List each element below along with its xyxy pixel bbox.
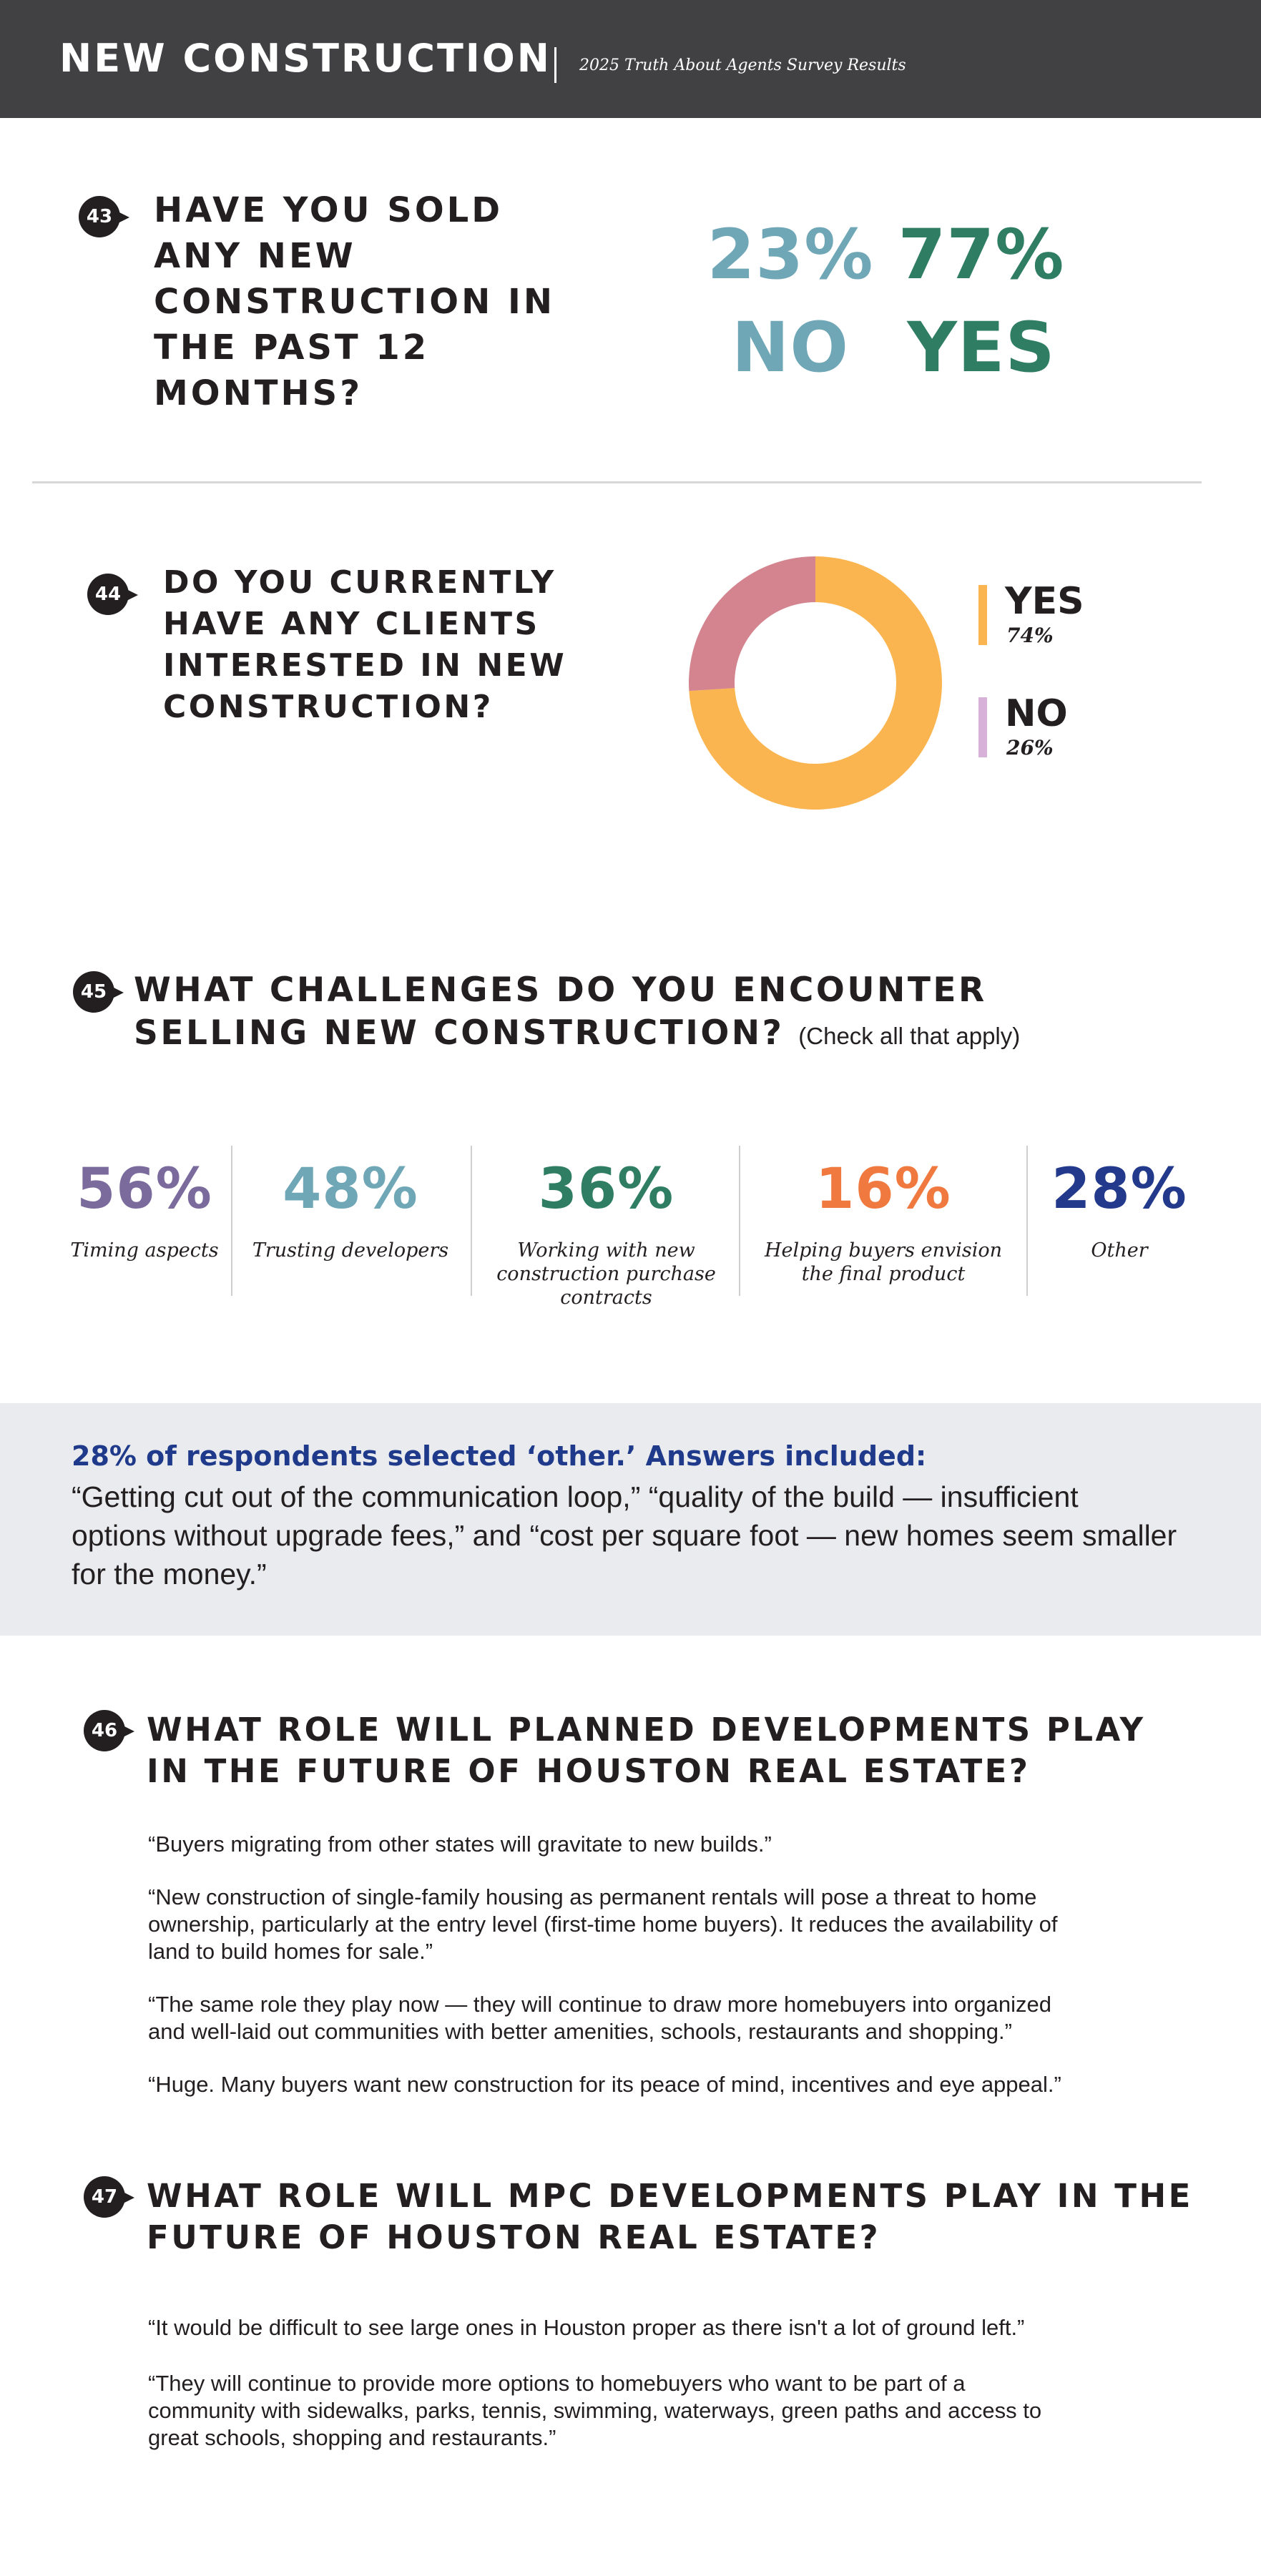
page-subtitle: 2025 Truth About Agents Survey Results bbox=[579, 56, 906, 74]
stat-percentage: 36% bbox=[538, 1157, 674, 1221]
stat-timing-aspects: 56% Timing aspects bbox=[59, 1146, 230, 1294]
stat-percentage: 16% bbox=[815, 1157, 951, 1221]
no-label: NO bbox=[732, 308, 849, 388]
question-45-title: WHAT CHALLENGES DO YOU ENCOUNTER SELLING… bbox=[134, 969, 1020, 1058]
quote: “It would be difficult to see large ones… bbox=[148, 2314, 1185, 2341]
stat-label: Helping buyers envision the final produc… bbox=[744, 1239, 1023, 1286]
quote-line: “Buyers migrating from other states will… bbox=[148, 1832, 772, 1857]
question-46-title: WHAT ROLE WILL PLANNED DEVELOPMENTS PLAY… bbox=[147, 1709, 1146, 1792]
legend-swatch-no bbox=[978, 697, 987, 757]
quote-line: “The same role they play now — they will… bbox=[148, 1992, 1052, 2017]
stat-percentage: 28% bbox=[1051, 1157, 1187, 1221]
question-line: FUTURE OF HOUSTON REAL ESTATE? bbox=[147, 2218, 881, 2256]
stat-envision-final-product: 16% Helping buyers envision the final pr… bbox=[744, 1146, 1023, 1294]
question-line: THE PAST 12 bbox=[154, 328, 430, 368]
question-43-title: HAVE YOU SOLD ANY NEW CONSTRUCTION IN TH… bbox=[154, 187, 555, 416]
quote: “Buyers migrating from other states will… bbox=[148, 1831, 1185, 1858]
quote-line: community with sidewalks, parks, tennis,… bbox=[148, 2398, 1042, 2423]
question-number-badge: 44 bbox=[87, 574, 138, 615]
question-line: WHAT CHALLENGES DO YOU ENCOUNTER bbox=[134, 970, 987, 1010]
stat-label-line: the final product bbox=[801, 1263, 966, 1285]
stat-divider bbox=[1026, 1146, 1028, 1296]
page-title: NEW CONSTRUCTION bbox=[59, 36, 551, 81]
no-percentage: 23% bbox=[707, 215, 874, 295]
other-responses-line: options without upgrade fees,” and “cost… bbox=[72, 1519, 1177, 1552]
stat-label-line: Other bbox=[1091, 1239, 1148, 1262]
legend-label-no: NO bbox=[1005, 692, 1068, 735]
question-number-badge: 46 bbox=[84, 1710, 134, 1751]
question-line: CONSTRUCTION? bbox=[163, 689, 494, 725]
stat-label-line: Timing aspects bbox=[70, 1239, 219, 1262]
other-responses-box: 28% of respondents selected ‘other.’ Ans… bbox=[0, 1403, 1261, 1636]
stat-label-line: Trusting developers bbox=[252, 1239, 449, 1262]
stat-label: Working with new construction purchase c… bbox=[476, 1239, 737, 1309]
other-responses-line: “Getting cut out of the communication lo… bbox=[72, 1480, 1079, 1513]
legend-percentage-yes: 74% bbox=[1006, 624, 1054, 647]
stat-label: Timing aspects bbox=[59, 1239, 230, 1262]
question-46-quotes: “Buyers migrating from other states will… bbox=[148, 1831, 1185, 2124]
question-line: MONTHS? bbox=[154, 373, 363, 413]
yes-label: YES bbox=[907, 308, 1056, 388]
quote-line: “Huge. Many buyers want new construction… bbox=[148, 2072, 1061, 2097]
question-number-badge: 43 bbox=[79, 196, 129, 237]
question-number-badge: 45 bbox=[73, 971, 124, 1013]
question-line: IN THE FUTURE OF HOUSTON REAL ESTATE? bbox=[147, 1752, 1031, 1790]
donut-slice-yes bbox=[689, 556, 942, 810]
quote-line: “They will continue to provide more opti… bbox=[148, 2371, 966, 2396]
donut-slice-no bbox=[689, 556, 815, 692]
question-line: WHAT ROLE WILL PLANNED DEVELOPMENTS PLAY bbox=[147, 1711, 1146, 1749]
question-number-badge: 47 bbox=[84, 2176, 134, 2218]
donut-chart bbox=[689, 556, 942, 810]
header-divider bbox=[554, 47, 556, 83]
stat-divider bbox=[739, 1146, 740, 1296]
quote-line: land to build homes for sale.” bbox=[148, 1939, 433, 1964]
quote-line: ownership, particularly at the entry lev… bbox=[148, 1912, 1058, 1937]
stat-other: 28% Other bbox=[1030, 1146, 1209, 1294]
quote: “The same role they play now — they will… bbox=[148, 1991, 1185, 2045]
stat-label-line: construction purchase bbox=[496, 1263, 716, 1285]
quote-line: “New construction of single-family housi… bbox=[148, 1884, 1037, 1909]
stat-trusting-developers: 48% Trusting developers bbox=[236, 1146, 465, 1294]
question-44-title: DO YOU CURRENTLY HAVE ANY CLIENTS INTERE… bbox=[163, 562, 566, 728]
stat-divider bbox=[471, 1146, 472, 1296]
yes-percentage: 77% bbox=[898, 215, 1065, 295]
quote-line: and well-laid out communities with bette… bbox=[148, 2019, 1012, 2044]
quote: “They will continue to provide more opti… bbox=[148, 2370, 1185, 2452]
other-responses-line: for the money.” bbox=[72, 1558, 267, 1591]
question-line: ANY NEW bbox=[154, 236, 356, 276]
question-line: INTERESTED IN NEW bbox=[163, 647, 567, 684]
stat-label: Other bbox=[1030, 1239, 1209, 1262]
legend-swatch-yes bbox=[978, 585, 987, 645]
question-47-quotes: “It would be difficult to see large ones… bbox=[148, 2314, 1185, 2477]
question-note: (Check all that apply) bbox=[798, 1023, 1021, 1049]
question-line: CONSTRUCTION IN bbox=[154, 282, 555, 322]
quote-line: great schools, shopping and restaurants.… bbox=[148, 2425, 556, 2450]
page-header: NEW CONSTRUCTION 2025 Truth About Agents… bbox=[0, 0, 1261, 118]
stat-label-line: contracts bbox=[560, 1287, 652, 1309]
question-line: DO YOU CURRENTLY bbox=[163, 564, 556, 601]
stat-percentage: 56% bbox=[77, 1157, 212, 1221]
other-responses-headline: 28% of respondents selected ‘other.’ Ans… bbox=[72, 1440, 927, 1472]
question-47-title: WHAT ROLE WILL MPC DEVELOPMENTS PLAY IN … bbox=[147, 2176, 1193, 2258]
quote: “New construction of single-family housi… bbox=[148, 1884, 1185, 1965]
question-line-text: SELLING NEW CONSTRUCTION? bbox=[134, 1013, 785, 1053]
stat-percentage: 48% bbox=[283, 1157, 418, 1221]
question-line: HAVE YOU SOLD bbox=[154, 190, 504, 230]
stat-label-line: Helping buyers envision bbox=[765, 1239, 1002, 1262]
quote-line: “It would be difficult to see large ones… bbox=[148, 2315, 1025, 2340]
question-line: WHAT ROLE WILL MPC DEVELOPMENTS PLAY IN … bbox=[147, 2177, 1193, 2215]
question-line: SELLING NEW CONSTRUCTION? (Check all tha… bbox=[134, 1012, 1020, 1058]
stat-divider bbox=[231, 1146, 232, 1296]
legend-label-yes: YES bbox=[1005, 580, 1084, 623]
quote: “Huge. Many buyers want new construction… bbox=[148, 2071, 1185, 2098]
other-responses-text: “Getting cut out of the communication lo… bbox=[72, 1478, 1202, 1593]
question-line: HAVE ANY CLIENTS bbox=[163, 606, 540, 642]
stat-purchase-contracts: 36% Working with new construction purcha… bbox=[476, 1146, 737, 1309]
legend-percentage-no: 26% bbox=[1006, 736, 1054, 759]
section-divider bbox=[32, 481, 1202, 483]
stat-label-line: Working with new bbox=[517, 1239, 695, 1262]
stat-label: Trusting developers bbox=[236, 1239, 465, 1262]
